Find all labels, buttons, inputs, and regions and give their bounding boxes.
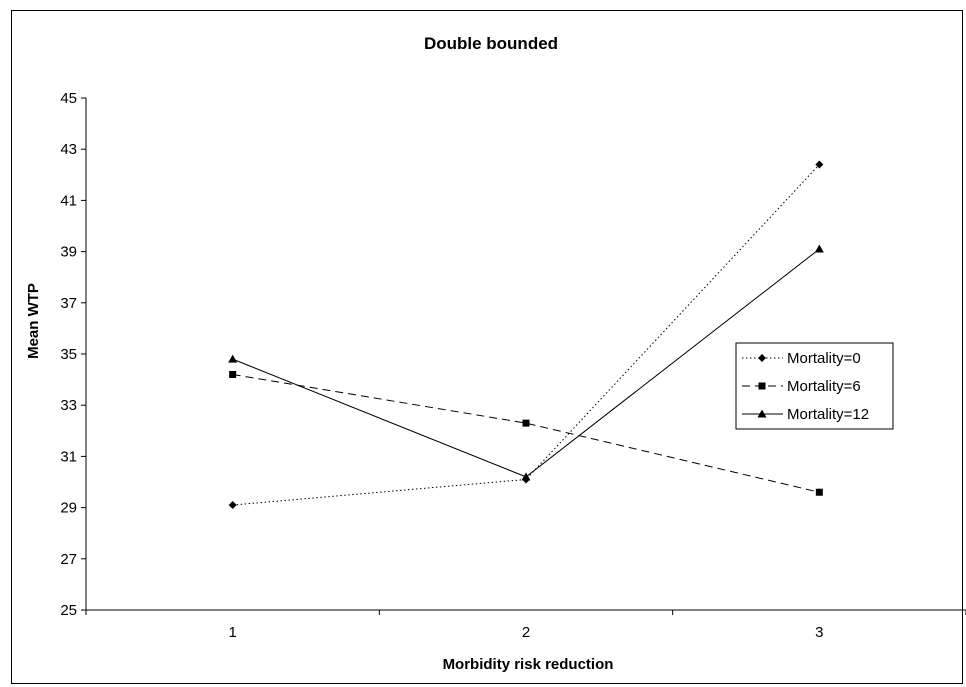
data-point xyxy=(228,501,237,510)
data-point xyxy=(522,419,530,427)
legend-marker xyxy=(758,382,766,390)
series-line xyxy=(232,164,820,506)
x-tick-label: 2 xyxy=(522,624,530,641)
legend: Mortality=0 Mortality=6 Mortality=12 xyxy=(735,342,894,430)
y-tick-label: 45 xyxy=(60,90,77,107)
y-tick-label: 41 xyxy=(60,192,77,209)
legend-label: Mortality=6 xyxy=(787,378,861,395)
series-mortality-6 xyxy=(229,370,823,496)
legend-marker xyxy=(758,354,766,362)
series-layer xyxy=(228,160,824,510)
y-tick-label: 39 xyxy=(60,244,77,261)
y-tick-label: 25 xyxy=(60,602,77,619)
axes: 25 27 29 31 33 35 37 39 41 43 45 1 2 3 xyxy=(60,90,966,641)
data-point xyxy=(229,370,237,378)
y-tick-label: 27 xyxy=(60,551,77,568)
y-tick-label: 33 xyxy=(60,397,77,414)
series-mortality-12 xyxy=(228,244,824,481)
y-axis-label: Mean WTP xyxy=(25,283,42,359)
x-axis-label: Morbidity risk reduction xyxy=(443,656,614,673)
y-tick-label: 37 xyxy=(60,295,77,312)
x-tick-label: 1 xyxy=(228,624,236,641)
y-tick-label: 29 xyxy=(60,500,77,517)
data-point xyxy=(815,488,823,496)
y-tick-label: 35 xyxy=(60,346,77,363)
y-tick-label: 43 xyxy=(60,141,77,158)
data-point xyxy=(521,472,531,481)
series-line xyxy=(232,373,820,493)
x-tick-label: 3 xyxy=(815,624,823,641)
legend-label: Mortality=12 xyxy=(787,406,869,423)
data-point xyxy=(814,244,824,253)
legend-marker xyxy=(757,409,767,418)
legend-label: Mortality=0 xyxy=(787,350,861,367)
data-point xyxy=(815,160,824,169)
data-point xyxy=(228,354,238,363)
series-line xyxy=(232,248,820,478)
chart-title: Double bounded xyxy=(424,34,558,53)
series-mortality-0 xyxy=(228,160,824,510)
y-tick-label: 31 xyxy=(60,448,77,465)
